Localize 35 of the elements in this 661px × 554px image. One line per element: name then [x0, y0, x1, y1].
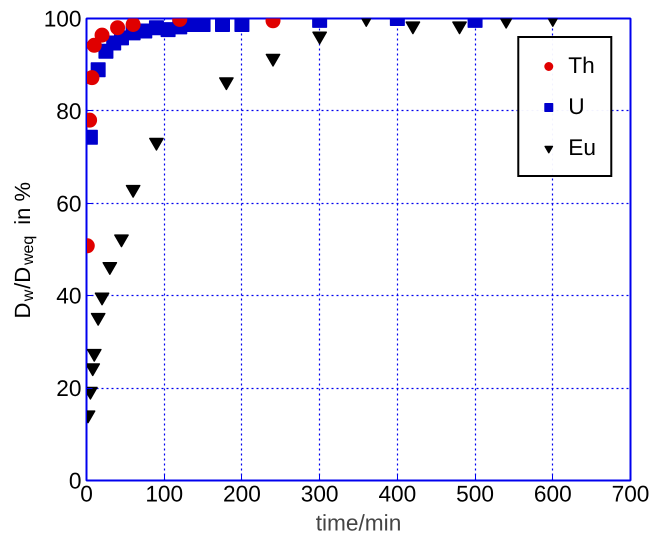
- point: [126, 184, 141, 198]
- x-tick-label: 700: [612, 480, 650, 506]
- point: [452, 21, 468, 34]
- x-tick-label: 600: [534, 480, 572, 506]
- x-axis-title: time/min: [316, 510, 402, 536]
- point: [126, 18, 141, 32]
- point: [110, 20, 126, 36]
- point: [86, 363, 100, 376]
- point: [215, 18, 230, 32]
- y-tick-label: 40: [56, 282, 82, 309]
- legend-label: U: [568, 93, 586, 120]
- y-tick-label: 60: [56, 190, 82, 216]
- point: [90, 312, 106, 326]
- x-tick-label: 300: [300, 480, 339, 506]
- legend-label: Eu: [568, 134, 596, 161]
- point: [114, 234, 129, 248]
- x-tick-label: 100: [145, 480, 184, 506]
- x-tick-label: 200: [223, 480, 261, 506]
- y-tick-label: 100: [44, 6, 82, 32]
- y-axis-title: Dw/Dweq in %: [10, 182, 37, 318]
- point: [148, 138, 164, 151]
- point: [86, 348, 102, 362]
- point: [94, 28, 110, 43]
- y-tick-label: 80: [56, 98, 82, 124]
- x-tick-label: 500: [456, 480, 494, 506]
- point: [234, 18, 250, 32]
- point: [218, 77, 234, 90]
- legend-label: Th: [568, 52, 595, 79]
- point: [86, 38, 102, 53]
- point: [266, 54, 281, 67]
- point: [405, 21, 420, 34]
- x-tick-label: 400: [378, 480, 416, 506]
- y-tick-label: 20: [56, 375, 82, 402]
- point: [94, 292, 110, 306]
- point: [102, 262, 118, 276]
